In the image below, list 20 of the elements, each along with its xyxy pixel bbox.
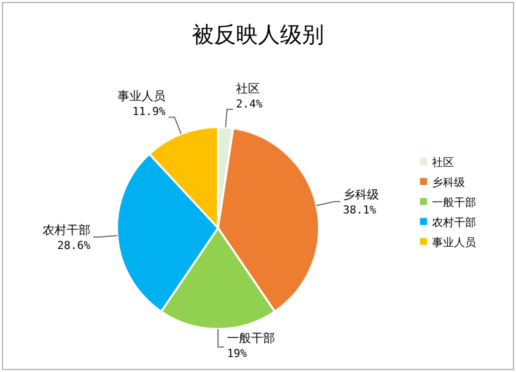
- slice-label: 乡科级: [343, 188, 380, 202]
- legend-label: 乡科级: [432, 176, 465, 189]
- data-label: 38.1%: [343, 204, 377, 217]
- pie-slice: [217, 127, 320, 313]
- pie-slice: [148, 126, 219, 229]
- pie-slice: [160, 227, 276, 330]
- data-label: 11.9%: [132, 105, 166, 118]
- slice-label: 事业人员: [118, 89, 166, 104]
- legend-label: 社区: [432, 156, 454, 169]
- data-label: 28.6%: [57, 238, 91, 252]
- pie-slice: [116, 152, 219, 313]
- legend-label: 事业人员: [432, 236, 476, 249]
- slice-label: 农村干部: [42, 222, 90, 237]
- legend-label: 一般干部: [432, 196, 476, 209]
- legend-label: 农村干部: [432, 216, 476, 229]
- chart-title: 被反映人级别: [192, 23, 324, 48]
- slice-label: 社区: [236, 81, 260, 96]
- data-label: 19%: [227, 347, 248, 360]
- data-label: 2.4%: [236, 97, 263, 110]
- slice-label: 一般干部: [227, 331, 275, 345]
